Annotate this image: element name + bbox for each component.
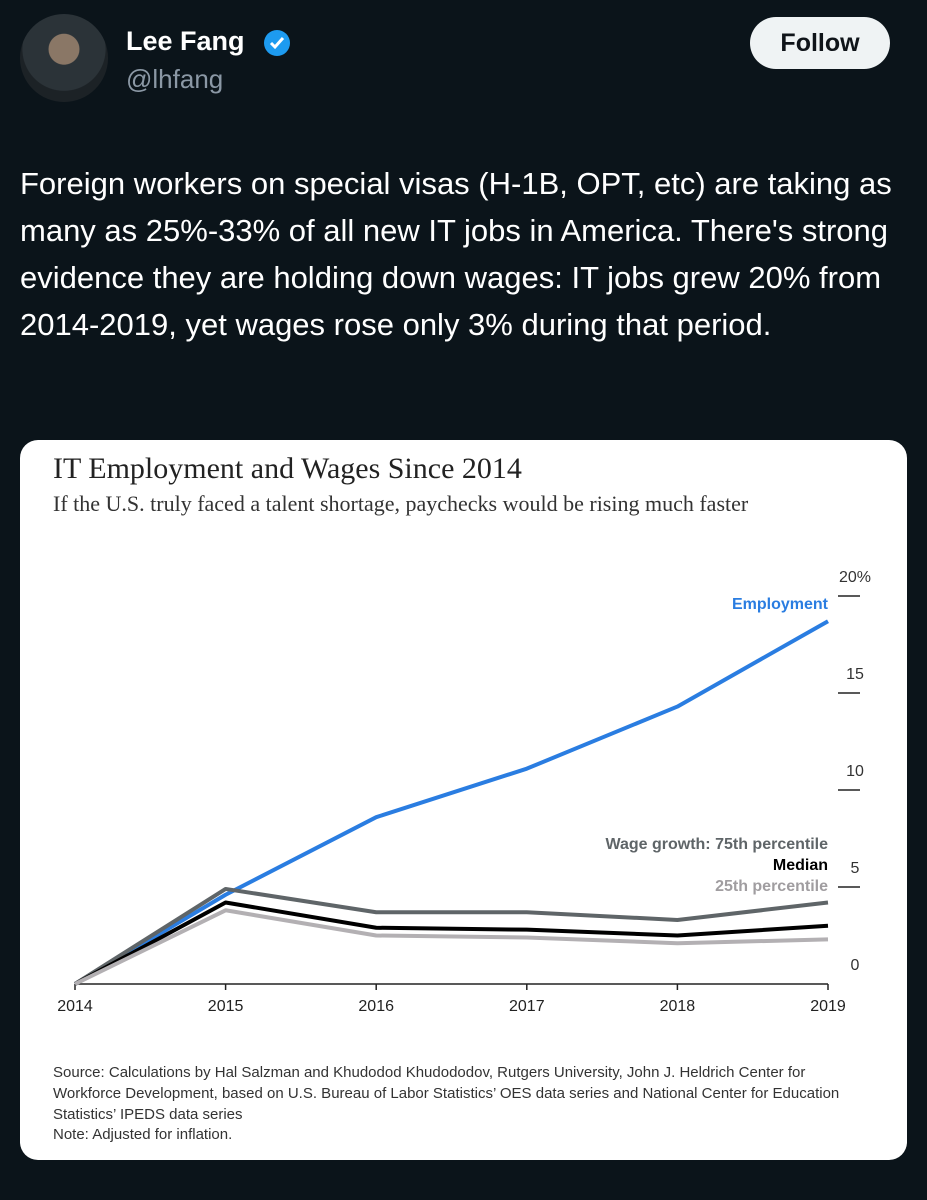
y-tick-label: 0: [851, 957, 860, 974]
x-tick-label: 2017: [509, 998, 545, 1015]
x-tick-label: 2018: [660, 998, 696, 1015]
chart-note: Note: Adjusted for inflation.: [53, 1126, 233, 1143]
series-label: 25th percentile: [715, 878, 828, 895]
y-tick-label: 15: [846, 666, 864, 683]
chart-title: IT Employment and Wages Since 2014: [53, 452, 522, 485]
series-line: [73, 619, 829, 986]
series-label: Median: [773, 857, 828, 874]
verified-badge: [264, 30, 290, 56]
chart-card[interactable]: [20, 440, 907, 1160]
follow-button[interactable]: Follow: [750, 17, 890, 69]
y-tick-label: 5: [851, 860, 860, 877]
series-line: [74, 908, 829, 986]
series-label: Employment: [732, 596, 829, 613]
x-tick-label: 2016: [358, 998, 394, 1015]
chart-subtitle: If the U.S. truly faced a talent shortag…: [53, 491, 749, 516]
series-line: [74, 900, 829, 986]
author-handle[interactable]: @lhfang: [126, 64, 224, 94]
chart-source: Source: Calculations by Hal Salzman and …: [53, 1064, 840, 1123]
author-name[interactable]: Lee Fang: [126, 26, 245, 56]
x-tick-label: 2014: [57, 998, 93, 1015]
y-tick-label: 20%: [839, 569, 871, 586]
x-tick-label: 2015: [208, 998, 244, 1015]
series-line: [73, 886, 829, 986]
series-label: Wage growth: 75th percentile: [605, 836, 828, 853]
x-tick-label: 2019: [810, 998, 846, 1015]
y-tick-label: 10: [846, 763, 864, 780]
tweet-text: Foreign workers on special visas (H-1B, …: [20, 166, 892, 342]
avatar[interactable]: [20, 14, 108, 102]
